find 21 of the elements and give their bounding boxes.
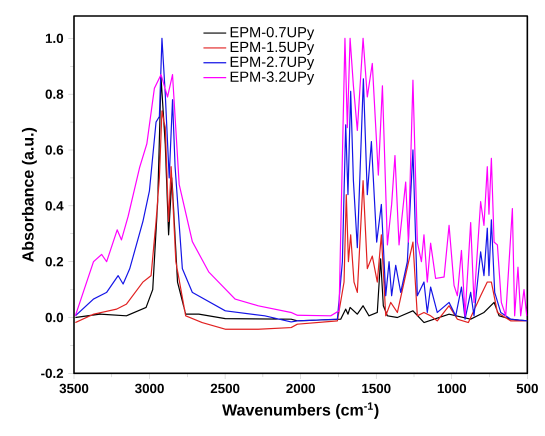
x-tick-label: 1000 <box>438 384 466 394</box>
x-tick-label: 3000 <box>135 384 164 394</box>
x-tick-label: 2000 <box>286 384 315 394</box>
legend-label: EPM-2.7UPy <box>230 56 314 70</box>
x-tick-label: 1500 <box>362 384 391 394</box>
y-tick-label: 0.8 <box>46 89 64 99</box>
x-tick-label: 500 <box>516 384 538 394</box>
y-tick-label: 0.4 <box>46 201 64 211</box>
y-axis-title: Absorbance (a.u.) <box>22 128 37 262</box>
line-series <box>74 110 528 330</box>
legend-label: EPM-3.2UPy <box>230 72 314 85</box>
legend-label: EPM-0.7UPy <box>230 26 314 40</box>
y-tick-label: -0.2 <box>41 368 64 378</box>
x-tick-label: 2500 <box>210 384 240 394</box>
y-tick-label: 0.2 <box>46 256 64 266</box>
y-tick-label: 1.0 <box>46 34 64 44</box>
legend-label: EPM-1.5UPy <box>230 42 314 55</box>
x-tick-label: 3500 <box>59 384 88 394</box>
y-tick-label: 0.6 <box>46 145 64 155</box>
y-tick-label: 0.0 <box>46 312 64 322</box>
x-axis-title: Wavenumbers (cm$^{-1}$) <box>222 402 378 419</box>
